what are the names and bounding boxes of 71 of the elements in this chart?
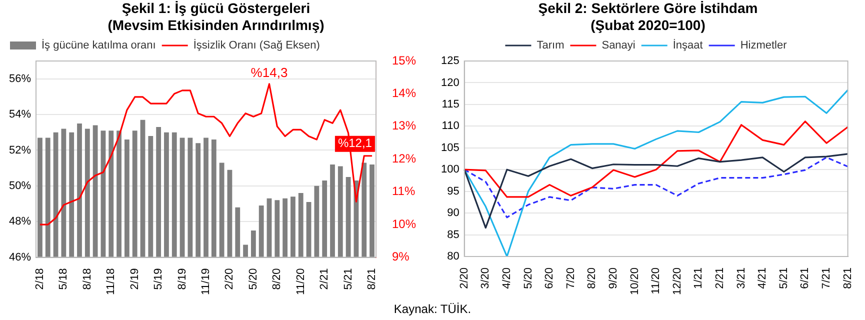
x-tick-label: 5/18 [58, 268, 70, 290]
y-tick-label: 54% [8, 108, 32, 121]
legend-label: Hizmetler [740, 40, 788, 52]
x-tick-label: 6/21 [799, 267, 812, 289]
y-tick-label: 120 [440, 76, 460, 89]
y-tick-label: 95 [447, 185, 460, 198]
x-tick-label: 8/20 [586, 267, 598, 289]
chart-subtitle: (Mevsim Etkisinden Arındırılmış) [106, 17, 326, 34]
text: Kaynak: TÜİK. [392, 301, 472, 318]
x-tick-label: 4/21 [756, 267, 769, 289]
y2-tick-label: 13% [392, 118, 416, 133]
x-tick-label: 5/19 [152, 268, 165, 290]
x-tick-label: 5/21 [342, 268, 354, 290]
y-tick-label: 80 [447, 250, 460, 263]
y2-tick-label: 9% [392, 250, 410, 264]
y2-tick-label: 14% [392, 86, 416, 100]
x-tick-label: 5/20 [522, 267, 534, 289]
x-tick-label: 2/21 [714, 267, 726, 289]
x-tick-label: 2/18 [34, 268, 46, 290]
x-tick-label: 11/20 [650, 267, 662, 294]
x-tick-label: 2/20 [224, 268, 236, 290]
x-tick-label: 11/20 [294, 268, 307, 296]
legend-label: İnşaat [672, 38, 703, 52]
x-tick-label: 3/21 [735, 267, 748, 289]
data-label: %14,3 [250, 64, 288, 80]
legend-label: İş gücüne katılma oranı [42, 38, 156, 52]
x-tick-label: 10/20 [628, 267, 641, 296]
x-tick-label: 11/19 [200, 268, 212, 296]
y2-tick-label: 12% [392, 151, 416, 166]
x-tick-label: 5/21 [778, 267, 790, 289]
line-series [464, 156, 849, 218]
chart-title: Şekil 1: İş gücü Göstergeleri [120, 0, 312, 17]
x-tick-label: 8/18 [81, 268, 94, 290]
y-tick-label: 52% [8, 144, 32, 156]
x-tick-label: 2/20 [458, 267, 470, 289]
chart-title: Şekil 2: Sektörlere Göre İstihdam [537, 0, 759, 17]
x-tick-label: 2/21 [318, 268, 331, 290]
y2-tick-label: 11% [392, 184, 416, 198]
x-tick-label: 6/20 [544, 267, 556, 289]
x-tick-label: 11/18 [105, 268, 118, 296]
y-tick-label: 115 [442, 98, 460, 110]
x-tick-label: 8/21 [366, 268, 378, 290]
legend-label: İşsizlik Oranı (Sağ Eksen) [193, 38, 320, 52]
y-tick-label: 56% [8, 72, 32, 85]
x-tick-label: 8/21 [842, 267, 854, 289]
chart-subtitle: (Şubat 2020=100) [590, 17, 706, 34]
x-tick-label: 9/20 [608, 267, 620, 289]
x-tick-label: 12/20 [671, 267, 684, 296]
x-tick-label: 3/20 [480, 267, 492, 289]
y-tick-label: 125 [440, 55, 460, 68]
y2-tick-label: 10% [392, 216, 416, 231]
x-tick-label: 1/21 [692, 267, 705, 289]
legend-label: Sanayi [602, 40, 636, 52]
x-tick-label: 8/20 [271, 268, 284, 290]
y-tick-label: 46% [8, 251, 32, 264]
x-tick-label: 4/20 [500, 267, 513, 289]
x-tick-label: 2/19 [128, 268, 141, 290]
y-tick-label: 105 [440, 142, 460, 154]
y-tick-label: 50% [8, 180, 32, 192]
data-label: %12,1 [338, 136, 372, 150]
x-tick-label: 5/20 [247, 268, 260, 290]
legend-label: Tarım [536, 40, 564, 52]
y-tick-label: 48% [8, 216, 32, 228]
y-tick-label: 85 [447, 228, 460, 241]
x-tick-label: 8/19 [176, 268, 188, 290]
x-tick-label: 7/20 [564, 267, 577, 289]
y-tick-label: 90 [447, 207, 460, 220]
x-tick-label: 7/21 [820, 267, 833, 289]
y2-tick-label: 15% [392, 53, 416, 68]
y-tick-label: 110 [442, 120, 460, 132]
y-tick-label: 100 [440, 164, 460, 176]
